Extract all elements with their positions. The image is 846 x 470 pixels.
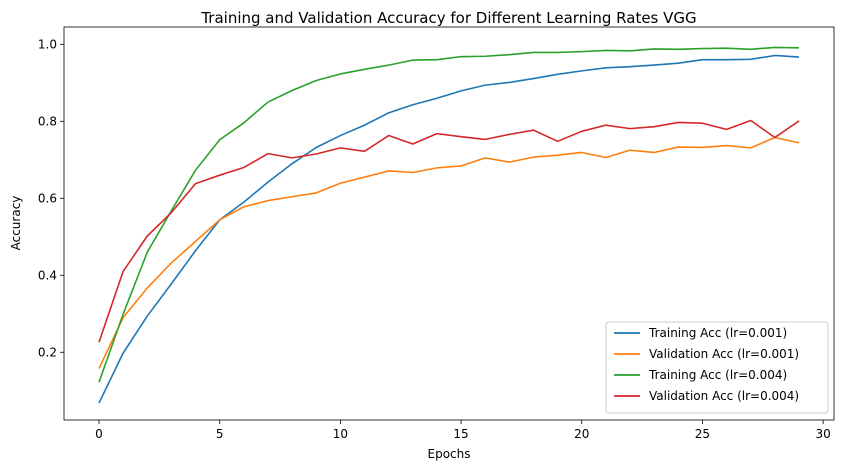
x-tick-label: 0 bbox=[95, 427, 103, 441]
x-tick-label: 15 bbox=[453, 427, 468, 441]
legend-label: Validation Acc (lr=0.001) bbox=[649, 347, 799, 361]
y-axis-label: Accuracy bbox=[9, 196, 23, 251]
y-tick-label: 1.0 bbox=[38, 37, 57, 51]
x-tick-label: 5 bbox=[216, 427, 224, 441]
x-axis-ticks: 0 5 10 15 20 25 30 bbox=[95, 420, 831, 441]
x-tick-label: 25 bbox=[695, 427, 710, 441]
legend: Training Acc (lr=0.001) Validation Acc (l… bbox=[605, 321, 829, 414]
x-axis-label: Epochs bbox=[428, 447, 471, 461]
y-axis-ticks: 0.2 0.4 0.6 0.8 1.0 bbox=[38, 37, 64, 359]
plot-frame bbox=[63, 26, 835, 421]
chart-title: Training and Validation Accuracy for Dif… bbox=[200, 9, 696, 27]
x-tick-label: 20 bbox=[574, 427, 589, 441]
y-tick-label: 0.8 bbox=[38, 114, 57, 128]
series-line-3 bbox=[98, 46, 800, 383]
series-lines bbox=[98, 46, 800, 404]
legend-label: Validation Acc (lr=0.004) bbox=[649, 389, 799, 403]
legend-label: Training Acc (lr=0.004) bbox=[648, 368, 787, 382]
x-tick-label: 30 bbox=[815, 427, 830, 441]
y-tick-label: 0.6 bbox=[38, 191, 57, 205]
series-line-2 bbox=[98, 136, 800, 369]
y-tick-label: 0.4 bbox=[38, 268, 57, 282]
series-line-1 bbox=[98, 54, 800, 404]
y-tick-label: 0.2 bbox=[38, 345, 57, 359]
x-tick-label: 10 bbox=[333, 427, 348, 441]
legend-box bbox=[605, 321, 829, 414]
legend-label: Training Acc (lr=0.001) bbox=[648, 326, 787, 340]
series-line-4 bbox=[98, 119, 800, 343]
